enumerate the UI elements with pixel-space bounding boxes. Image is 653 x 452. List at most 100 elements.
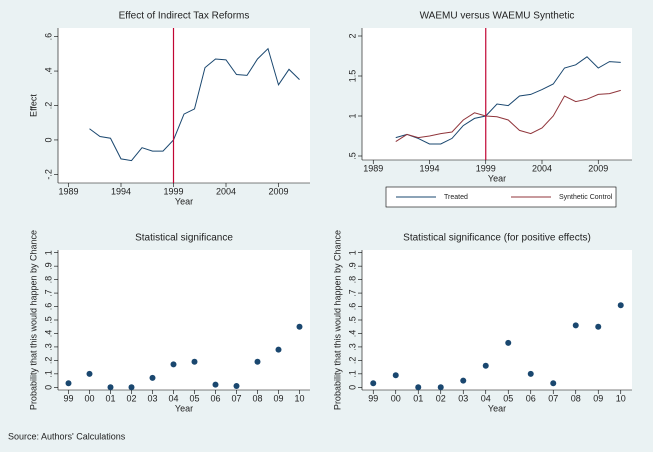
y-tick-label: .2 [43,357,53,365]
x-tick-label: 01 [105,393,115,403]
x-tick-label: 09 [593,393,603,403]
y-axis-label: Probability that this would happen by Ch… [332,230,342,410]
x-tick-label: 00 [391,393,401,403]
point [505,339,512,346]
y-tick-label: 1 [347,113,357,118]
x-tick-label: 1999 [476,163,496,173]
y-tick-label: .7 [43,289,53,297]
y-tick-label: 1 [43,250,53,255]
chart-title: Effect of Indirect Tax Reforms [119,11,250,22]
point [212,381,219,388]
chart-title: Statistical significance [135,233,233,244]
point [233,382,240,389]
point [617,302,624,309]
y-tick-label: 1 [347,250,357,255]
point [370,380,377,387]
x-axis-label: Year [488,403,506,413]
point [437,384,444,391]
y-tick-label: 1.5 [347,70,357,83]
y-tick-label: .6 [43,303,53,311]
x-tick-label: 2009 [588,163,608,173]
x-tick-label: 2004 [532,163,552,173]
y-tick-label: .5 [43,316,53,324]
x-tick-label: 06 [526,393,536,403]
x-tick-label: 03 [147,393,157,403]
point [415,384,422,391]
plot-area [58,250,310,390]
x-tick-label: 05 [503,393,513,403]
legend-box [385,186,617,208]
x-tick-label: 99 [368,393,378,403]
y-tick-label: 0 [43,385,53,390]
x-tick-label: 02 [436,393,446,403]
y-tick-label: .8 [347,276,357,284]
x-axis-label: Year [488,173,506,183]
y-tick-label: .9 [43,262,53,270]
y-tick-label: .5 [347,152,357,160]
y-tick-label: 2 [347,33,357,38]
y-tick-label: .4 [347,330,357,338]
point [482,362,489,369]
x-tick-label: 1999 [163,186,183,196]
x-tick-label: 08 [252,393,262,403]
point [254,358,261,365]
y-tick-label: .5 [347,316,357,324]
legend-label: Treated [444,194,468,201]
y-tick-label: .3 [43,343,53,351]
point [86,370,93,377]
line-series [89,47,300,162]
y-tick-label: .1 [43,370,53,378]
source-note: Source: Authors' Calculations [8,431,126,441]
y-tick-label: .6 [43,33,53,41]
y-tick-label: .9 [347,262,357,270]
x-tick-label: 03 [458,393,468,403]
point [275,346,282,353]
x-tick-label: 05 [189,393,199,403]
x-tick-label: 02 [126,393,136,403]
x-tick-label: 04 [168,393,178,403]
chart-title: Statistical significance (for positive e… [403,233,591,244]
y-axis-label: Probability that this would happen by Ch… [28,230,38,410]
x-tick-label: 00 [84,393,94,403]
point [296,323,303,330]
x-tick-label: 08 [571,393,581,403]
point [149,374,156,381]
point [128,384,135,391]
y-tick-label: .7 [347,289,357,297]
x-tick-label: 07 [231,393,241,403]
legend-label: Synthetic Control [559,194,613,201]
x-tick-label: 1989 [58,186,78,196]
x-axis-label: Year [175,403,193,413]
y-axis-label: Effect [28,94,38,117]
line-series [395,56,621,145]
y-tick-label: 0 [43,137,53,142]
x-tick-label: 2009 [268,186,288,196]
x-tick-label: 04 [481,393,491,403]
y-tick-label: .2 [43,102,53,110]
y-tick-label: .4 [43,330,53,338]
x-tick-label: 10 [616,393,626,403]
plot-area [362,28,632,160]
y-tick-label: .8 [43,276,53,284]
y-tick-label: 0 [347,385,357,390]
x-tick-label: 2004 [216,186,236,196]
point [65,380,72,387]
y-tick-label: .2 [347,357,357,365]
x-tick-label: 07 [548,393,558,403]
point [550,380,557,387]
x-tick-label: 10 [294,393,304,403]
y-tick-label: .1 [347,370,357,378]
plot-area [362,250,632,390]
point [527,370,534,377]
point [170,361,177,368]
point [191,358,198,365]
x-tick-label: 1989 [363,163,383,173]
y-tick-label: -.2 [43,169,53,180]
plot-area [58,28,310,183]
point [107,384,114,391]
y-tick-label: .3 [347,343,357,351]
line-series [395,89,621,143]
x-axis-label: Year [175,196,193,206]
x-tick-label: 1994 [419,163,439,173]
